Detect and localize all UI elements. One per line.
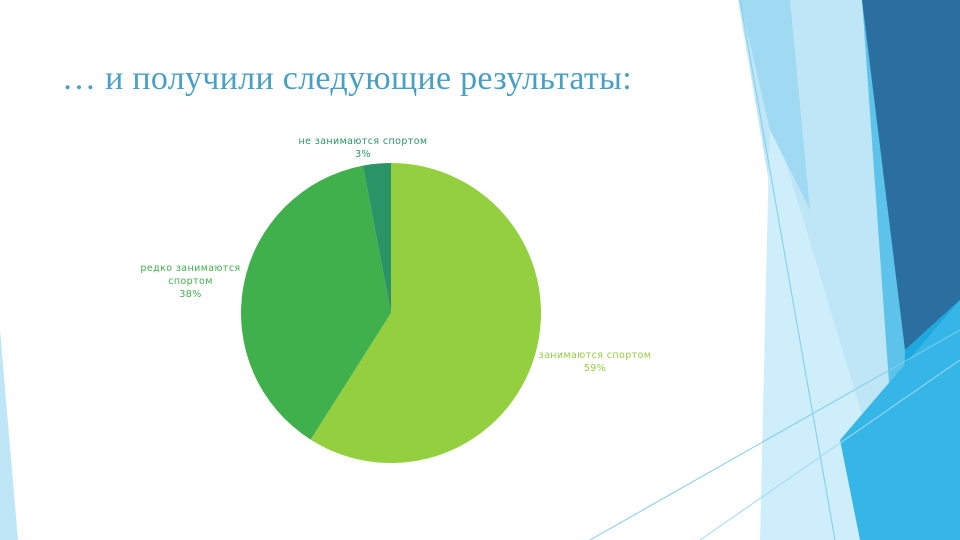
slide-title: … и получили следующие результаты: [62, 60, 632, 97]
pie-data-label-value: 59% [583, 363, 607, 374]
pie-slice [362, 163, 391, 313]
pie-data-label-name: редко занимаются [140, 263, 241, 274]
pie-data-label-name: не занимаются спортом [298, 136, 428, 147]
pie-data-label-name: занимаются спортом [538, 350, 652, 361]
pie-slice [310, 163, 541, 464]
pie-data-label: занимаются спортом 59% [535, 349, 655, 375]
pie-data-label-value: 3% [355, 149, 371, 160]
pie-data-label-value: 38% [179, 289, 202, 300]
pie-slice [240, 165, 391, 440]
pie-data-label-name: спортом [168, 276, 213, 287]
pie-data-label: не занимаются спортом 3% [293, 135, 433, 161]
pie-data-label: редко занимаются спортом 38% [138, 262, 243, 301]
